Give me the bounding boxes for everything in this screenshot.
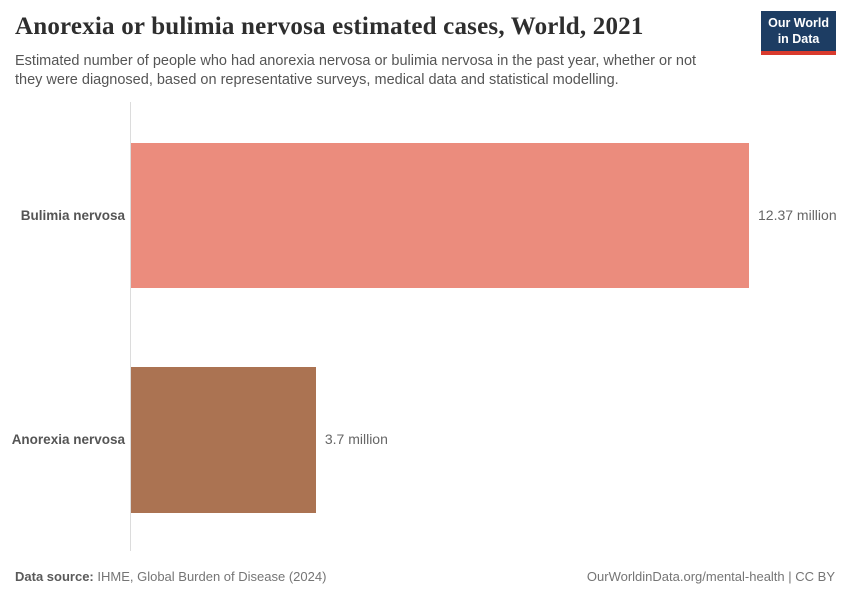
bar-value-label-bulimia-nervosa: 12.37 million — [758, 207, 837, 223]
bar-anorexia-nervosa[interactable] — [131, 367, 316, 513]
data-source-label: Data source: — [15, 569, 94, 584]
footer-separator: | — [784, 569, 796, 584]
owid-logo[interactable]: Our World in Data — [761, 11, 836, 56]
cc-by-license-link[interactable]: CC BY — [795, 569, 835, 584]
category-label-anorexia-nervosa: Anorexia nervosa — [11, 432, 125, 447]
chart-title: Anorexia or bulimia nervosa estimated ca… — [15, 13, 644, 40]
owid-url-link[interactable]: OurWorldinData.org/mental-health — [586, 569, 785, 584]
owid-logo-line2: in Data — [777, 31, 820, 46]
data-source-note: Data source: IHME, Global Burden of Dise… — [15, 569, 326, 584]
owid-logo-line1: Our World — [768, 16, 829, 30]
bar-value-label-anorexia-nervosa: 3.7 million — [324, 431, 388, 447]
footer-attribution: OurWorldinData.org/mental-health | CC BY — [587, 569, 835, 584]
chart-subtitle-line1: Estimated number of people who had anore… — [15, 53, 697, 69]
bar-bulimia-nervosa[interactable] — [131, 143, 749, 288]
chart-subtitle: Estimated number of people who had anore… — [15, 52, 696, 90]
data-source-text: IHME, Global Burden of Disease (2024) — [93, 569, 327, 584]
y-axis-line — [130, 102, 131, 551]
chart-subtitle-line2: they were diagnosed, based on representa… — [15, 72, 619, 88]
category-label-bulimia-nervosa: Bulimia nervosa — [20, 208, 125, 223]
